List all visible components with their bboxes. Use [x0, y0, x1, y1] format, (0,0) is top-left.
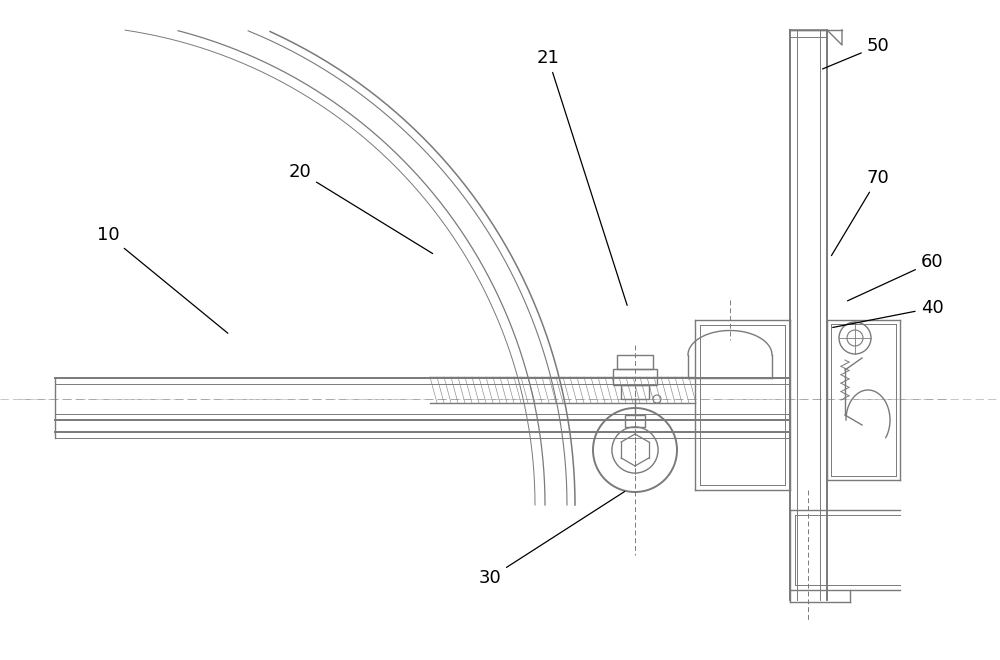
Text: 50: 50: [823, 37, 889, 69]
Text: 21: 21: [537, 49, 627, 306]
Text: 30: 30: [479, 492, 625, 587]
Text: 40: 40: [833, 299, 943, 327]
Bar: [613, 369, 657, 385]
Text: 70: 70: [831, 169, 889, 255]
Text: 20: 20: [289, 163, 433, 253]
Bar: [617, 355, 653, 369]
Text: 10: 10: [97, 226, 228, 333]
Text: 60: 60: [848, 253, 943, 301]
Bar: [625, 415, 645, 427]
Bar: [621, 385, 649, 399]
